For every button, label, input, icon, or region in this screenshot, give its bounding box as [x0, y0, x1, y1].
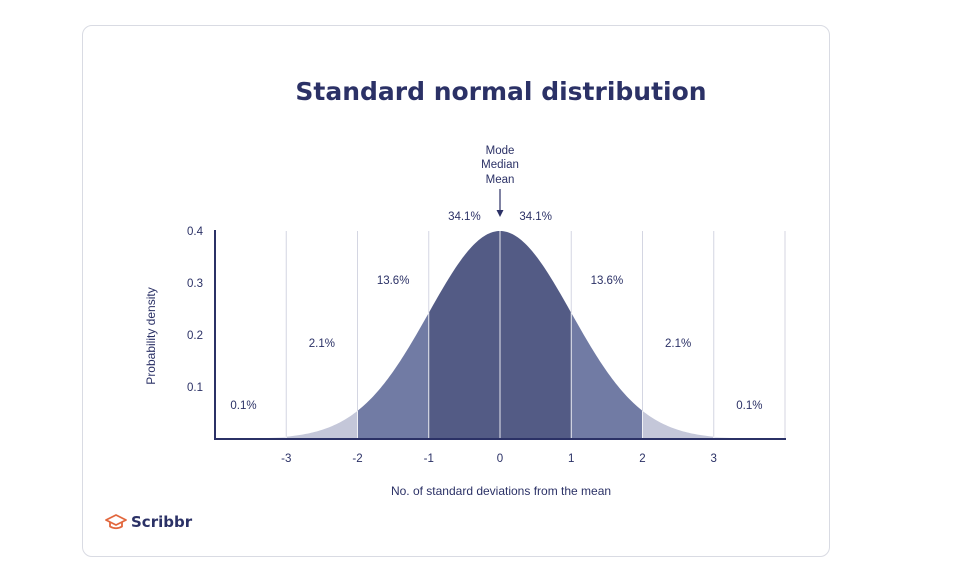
- annotation-mode: Mode: [486, 145, 515, 157]
- region-label-8: 0.1%: [736, 400, 762, 412]
- axes-layer: -3 -2 -1 0 1 2 3 0.1 0.2 0.3 0.4: [187, 226, 786, 465]
- region-3: [357, 312, 429, 439]
- x-tick-label: 3: [711, 453, 717, 465]
- region-6: [571, 312, 643, 439]
- region-7: [642, 410, 714, 439]
- region-4: [428, 231, 500, 439]
- region-2: [286, 410, 358, 439]
- x-tick-label: 1: [568, 453, 574, 465]
- region-label-3: 13.6%: [377, 275, 410, 287]
- annotation-mean: Mean: [486, 174, 515, 186]
- x-tick-label: -1: [424, 453, 434, 465]
- x-tick-label: 0: [497, 453, 503, 465]
- region-label-5: 34.1%: [519, 211, 552, 223]
- region-label-2: 2.1%: [309, 338, 335, 350]
- annotation-arrow-head: [496, 210, 504, 217]
- y-axis-title: Probability density: [144, 287, 158, 384]
- region-label-4: 34.1%: [448, 211, 481, 223]
- y-tick-label: 0.1: [187, 382, 203, 394]
- region-label-1: 0.1%: [230, 400, 256, 412]
- region-5: [500, 231, 572, 439]
- scribbr-logo: Scribbr: [105, 513, 192, 531]
- x-tick-label: 2: [639, 453, 645, 465]
- x-tick-label: -2: [352, 453, 362, 465]
- x-tick-label: -3: [281, 453, 291, 465]
- x-axis-title: No. of standard deviations from the mean: [391, 484, 611, 498]
- graduation-cap-icon: [105, 514, 127, 530]
- region-label-6: 13.6%: [591, 275, 624, 287]
- brand-name: Scribbr: [131, 513, 193, 531]
- mean-annotation: Mode Median Mean: [481, 145, 519, 217]
- labels-layer: 0.1% 2.1% 13.6% 34.1% 34.1% 13.6% 2.1% 0.1%: [230, 211, 762, 412]
- y-tick-label: 0.3: [187, 278, 203, 290]
- annotation-median: Median: [481, 159, 519, 171]
- y-tick-label: 0.4: [187, 226, 204, 238]
- grid-layer: [285, 231, 786, 439]
- y-tick-label: 0.2: [187, 330, 203, 342]
- chart-title: Standard normal distribution: [295, 77, 706, 106]
- regions-layer: [215, 231, 785, 439]
- region-label-7: 2.1%: [665, 338, 691, 350]
